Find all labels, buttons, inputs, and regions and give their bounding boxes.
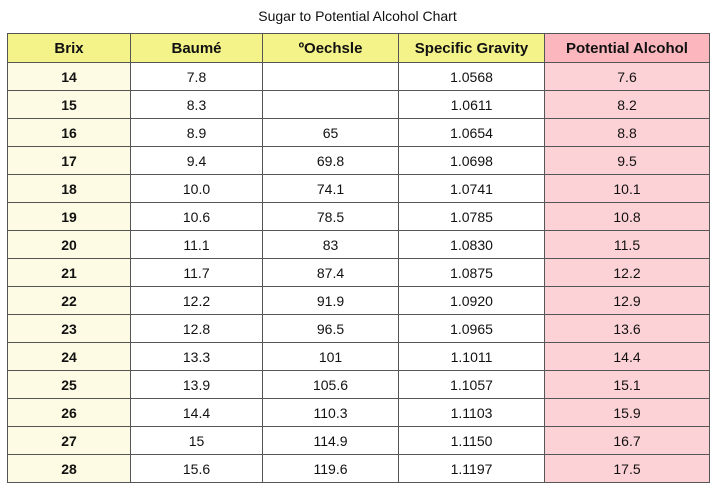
cell-potential-alcohol: 10.1 — [544, 174, 710, 203]
cell-baume: 12.8 — [130, 314, 263, 343]
header-potential-alcohol: Potential Alcohol — [544, 33, 710, 63]
cell-oechsle: 83 — [262, 230, 399, 259]
cell-baume: 11.1 — [130, 230, 263, 259]
cell-baume: 12.2 — [130, 286, 263, 315]
cell-specific-gravity: 1.0875 — [398, 258, 545, 287]
header-baume: Baumé — [130, 33, 263, 63]
chart-title: Sugar to Potential Alcohol Chart — [258, 8, 457, 24]
table-row: 25 13.9 105.6 1.1057 15.1 — [7, 370, 710, 399]
cell-oechsle: 114.9 — [262, 426, 399, 455]
cell-oechsle — [262, 62, 399, 91]
cell-oechsle: 65 — [262, 118, 399, 147]
cell-oechsle: 74.1 — [262, 174, 399, 203]
cell-specific-gravity: 1.0785 — [398, 202, 545, 231]
cell-oechsle — [262, 90, 399, 119]
cell-baume: 10.6 — [130, 202, 263, 231]
cell-potential-alcohol: 14.4 — [544, 342, 710, 371]
cell-specific-gravity: 1.0568 — [398, 62, 545, 91]
cell-baume: 7.8 — [130, 62, 263, 91]
header-oechsle: ºOechsle — [262, 33, 399, 63]
cell-baume: 13.9 — [130, 370, 263, 399]
table-row: 19 10.6 78.5 1.0785 10.8 — [7, 202, 710, 231]
cell-brix: 28 — [7, 454, 131, 483]
cell-specific-gravity: 1.0741 — [398, 174, 545, 203]
cell-baume: 14.4 — [130, 398, 263, 427]
cell-oechsle: 78.5 — [262, 202, 399, 231]
table-row: 15 8.3 1.0611 8.2 — [7, 90, 710, 119]
table-row: 23 12.8 96.5 1.0965 13.6 — [7, 314, 710, 343]
cell-brix: 22 — [7, 286, 131, 315]
cell-oechsle: 110.3 — [262, 398, 399, 427]
cell-specific-gravity: 1.0920 — [398, 286, 545, 315]
cell-specific-gravity: 1.0654 — [398, 118, 545, 147]
cell-potential-alcohol: 9.5 — [544, 146, 710, 175]
header-row: Brix Baumé ºOechsle Specific Gravity Pot… — [7, 33, 710, 63]
cell-baume: 15.6 — [130, 454, 263, 483]
cell-potential-alcohol: 15.1 — [544, 370, 710, 399]
cell-baume: 11.7 — [130, 258, 263, 287]
cell-oechsle: 119.6 — [262, 454, 399, 483]
table-row: 22 12.2 91.9 1.0920 12.9 — [7, 286, 710, 315]
table-row: 16 8.9 65 1.0654 8.8 — [7, 118, 710, 147]
cell-brix: 18 — [7, 174, 131, 203]
cell-specific-gravity: 1.1197 — [398, 454, 545, 483]
cell-brix: 19 — [7, 202, 131, 231]
cell-oechsle: 69.8 — [262, 146, 399, 175]
cell-potential-alcohol: 17.5 — [544, 454, 710, 483]
cell-oechsle: 91.9 — [262, 286, 399, 315]
cell-brix: 15 — [7, 90, 131, 119]
table-row: 26 14.4 110.3 1.1103 15.9 — [7, 398, 710, 427]
cell-potential-alcohol: 12.9 — [544, 286, 710, 315]
cell-baume: 8.9 — [130, 118, 263, 147]
cell-brix: 21 — [7, 258, 131, 287]
header-specific-gravity: Specific Gravity — [398, 33, 545, 63]
table-row: 14 7.8 1.0568 7.6 — [7, 62, 710, 91]
sugar-alcohol-table: Brix Baumé ºOechsle Specific Gravity Pot… — [7, 33, 710, 483]
header-brix: Brix — [7, 33, 131, 63]
cell-brix: 23 — [7, 314, 131, 343]
table-row: 17 9.4 69.8 1.0698 9.5 — [7, 146, 710, 175]
cell-potential-alcohol: 12.2 — [544, 258, 710, 287]
cell-specific-gravity: 1.0830 — [398, 230, 545, 259]
cell-oechsle: 96.5 — [262, 314, 399, 343]
cell-brix: 20 — [7, 230, 131, 259]
cell-potential-alcohol: 8.8 — [544, 118, 710, 147]
cell-potential-alcohol: 16.7 — [544, 426, 710, 455]
cell-potential-alcohol: 13.6 — [544, 314, 710, 343]
cell-potential-alcohol: 8.2 — [544, 90, 710, 119]
cell-brix: 27 — [7, 426, 131, 455]
table-body: 14 7.8 1.0568 7.6 15 8.3 1.0611 8.2 16 8.9 65 1.065… — [7, 62, 710, 483]
cell-baume: 10.0 — [130, 174, 263, 203]
cell-baume: 13.3 — [130, 342, 263, 371]
cell-potential-alcohol: 11.5 — [544, 230, 710, 259]
cell-potential-alcohol: 7.6 — [544, 62, 710, 91]
cell-oechsle: 101 — [262, 342, 399, 371]
cell-specific-gravity: 1.1150 — [398, 426, 545, 455]
cell-brix: 25 — [7, 370, 131, 399]
cell-oechsle: 105.6 — [262, 370, 399, 399]
cell-oechsle: 87.4 — [262, 258, 399, 287]
cell-potential-alcohol: 15.9 — [544, 398, 710, 427]
cell-brix: 26 — [7, 398, 131, 427]
cell-baume: 9.4 — [130, 146, 263, 175]
cell-specific-gravity: 1.0965 — [398, 314, 545, 343]
cell-specific-gravity: 1.1103 — [398, 398, 545, 427]
cell-specific-gravity: 1.0611 — [398, 90, 545, 119]
cell-brix: 17 — [7, 146, 131, 175]
table-row: 21 11.7 87.4 1.0875 12.2 — [7, 258, 710, 287]
table-row: 20 11.1 83 1.0830 11.5 — [7, 230, 710, 259]
cell-potential-alcohol: 10.8 — [544, 202, 710, 231]
cell-specific-gravity: 1.1011 — [398, 342, 545, 371]
cell-baume: 15 — [130, 426, 263, 455]
table-row: 24 13.3 101 1.1011 14.4 — [7, 342, 710, 371]
cell-specific-gravity: 1.1057 — [398, 370, 545, 399]
table-row: 27 15 114.9 1.1150 16.7 — [7, 426, 710, 455]
cell-specific-gravity: 1.0698 — [398, 146, 545, 175]
table-row: 18 10.0 74.1 1.0741 10.1 — [7, 174, 710, 203]
cell-brix: 14 — [7, 62, 131, 91]
cell-baume: 8.3 — [130, 90, 263, 119]
cell-brix: 24 — [7, 342, 131, 371]
table-row: 28 15.6 119.6 1.1197 17.5 — [7, 454, 710, 483]
cell-brix: 16 — [7, 118, 131, 147]
